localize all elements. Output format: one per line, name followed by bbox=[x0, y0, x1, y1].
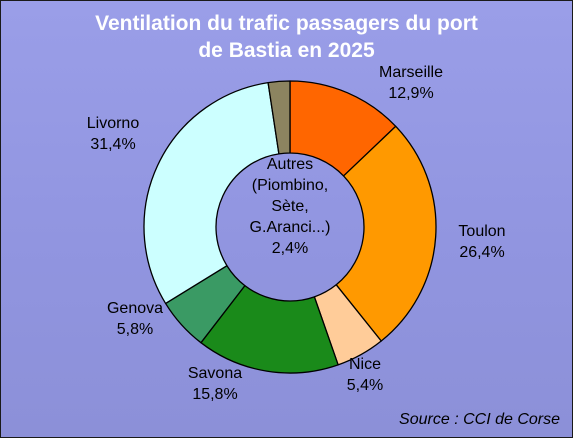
value-label-toulon: 26,4% bbox=[459, 244, 504, 261]
label-marseille: Marseille bbox=[379, 64, 443, 81]
label-livorno: Livorno bbox=[87, 115, 140, 132]
center-label-line: Autres bbox=[267, 156, 313, 173]
label-genova: Genova bbox=[107, 300, 163, 317]
label-savona: Savona bbox=[188, 365, 242, 382]
slice-livorno bbox=[143, 82, 280, 305]
value-label-nice: 5,4% bbox=[347, 377, 383, 394]
slice-autres bbox=[267, 80, 291, 155]
label-toulon: Toulon bbox=[458, 223, 505, 240]
chart-title: Ventilation du trafic passagers du port … bbox=[95, 12, 478, 62]
label-nice: Nice bbox=[349, 356, 381, 373]
center-label-line: G.Aranci...) bbox=[250, 219, 331, 236]
center-label-line: (Piombino, bbox=[252, 177, 328, 194]
center-label-line: 2,4% bbox=[272, 240, 308, 257]
value-label-genova: 5,8% bbox=[117, 321, 153, 338]
slice-toulon bbox=[335, 125, 437, 342]
value-label-savona: 15,8% bbox=[192, 386, 237, 403]
value-label-livorno: 31,4% bbox=[90, 136, 135, 153]
chart-source: Source : CCI de Corse bbox=[399, 411, 560, 428]
value-label-marseille: 12,9% bbox=[388, 85, 433, 102]
center-label-line: Sète, bbox=[271, 198, 308, 215]
